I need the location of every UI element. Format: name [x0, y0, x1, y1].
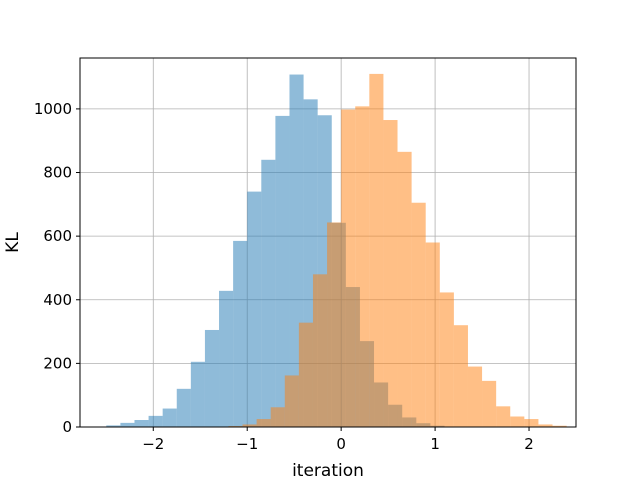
- histogram-bar-series-1: [256, 419, 271, 427]
- histogram-bar-series-1: [411, 202, 426, 427]
- histogram-bar-series-1: [327, 222, 342, 427]
- x-tick-label: −1: [236, 435, 258, 453]
- histogram-bar-series-0: [190, 361, 205, 427]
- histogram-bar-series-1: [284, 375, 299, 427]
- histogram-bar-series-1: [425, 242, 440, 427]
- histogram-bar-series-0: [148, 415, 163, 427]
- histogram-bar-series-1: [453, 325, 468, 427]
- histogram-bar-series-1: [482, 380, 497, 427]
- y-tick-label: 600: [43, 227, 72, 245]
- histogram-bar-series-1: [524, 419, 539, 427]
- histogram-bar-series-1: [439, 292, 454, 427]
- histogram-bar-series-0: [275, 115, 290, 427]
- x-tick-label: −2: [142, 435, 164, 453]
- histogram-bar-series-0: [106, 425, 121, 427]
- histogram-bar-series-0: [162, 408, 177, 427]
- x-tick-label: 2: [524, 435, 534, 453]
- histogram-bar-series-1: [270, 407, 285, 427]
- y-tick-label: 800: [43, 164, 72, 182]
- y-tick-label: 400: [43, 291, 72, 309]
- histogram-bar-series-1: [242, 424, 257, 427]
- histogram-bar-series-1: [496, 406, 511, 427]
- plot-frame: [79, 57, 577, 428]
- x-axis-label: iteration: [292, 461, 364, 480]
- histogram-bar-series-1: [298, 322, 313, 427]
- histogram-bar-series-1: [397, 151, 412, 427]
- histogram-bars: [106, 73, 567, 428]
- histogram-bar-series-1: [312, 274, 328, 427]
- x-tick-label: 0: [336, 435, 346, 453]
- axis-ticks: −2 −1 0 1 2 0 200 400 600 800 1000: [34, 100, 534, 453]
- histogram-bar-series-0: [176, 388, 191, 427]
- histogram-bar-series-1: [467, 366, 483, 427]
- x-tick-label: 1: [430, 435, 440, 453]
- y-tick-label: 200: [43, 354, 72, 372]
- histogram-bar-series-0: [261, 159, 276, 428]
- histogram-bar-series-0: [134, 420, 149, 427]
- histogram-bar-series-1: [369, 73, 384, 427]
- histogram-bar-series-1: [538, 424, 553, 427]
- histogram-bar-series-1: [355, 106, 370, 428]
- histogram-bar-series-0: [219, 290, 234, 427]
- histogram-bar-series-1: [383, 120, 398, 427]
- histogram-bar-series-1: [510, 416, 525, 427]
- histogram-bar-series-0: [120, 422, 135, 427]
- histogram-bar-series-0: [204, 329, 220, 427]
- histogram-bar-series-1: [552, 425, 567, 427]
- y-axis-label: KL: [3, 232, 23, 253]
- y-tick-label: 0: [62, 418, 72, 436]
- histogram-bar-series-1: [341, 109, 356, 427]
- histogram-bar-series-0: [247, 191, 262, 427]
- histogram-bar-series-0: [233, 240, 248, 427]
- y-tick-label: 1000: [34, 100, 72, 118]
